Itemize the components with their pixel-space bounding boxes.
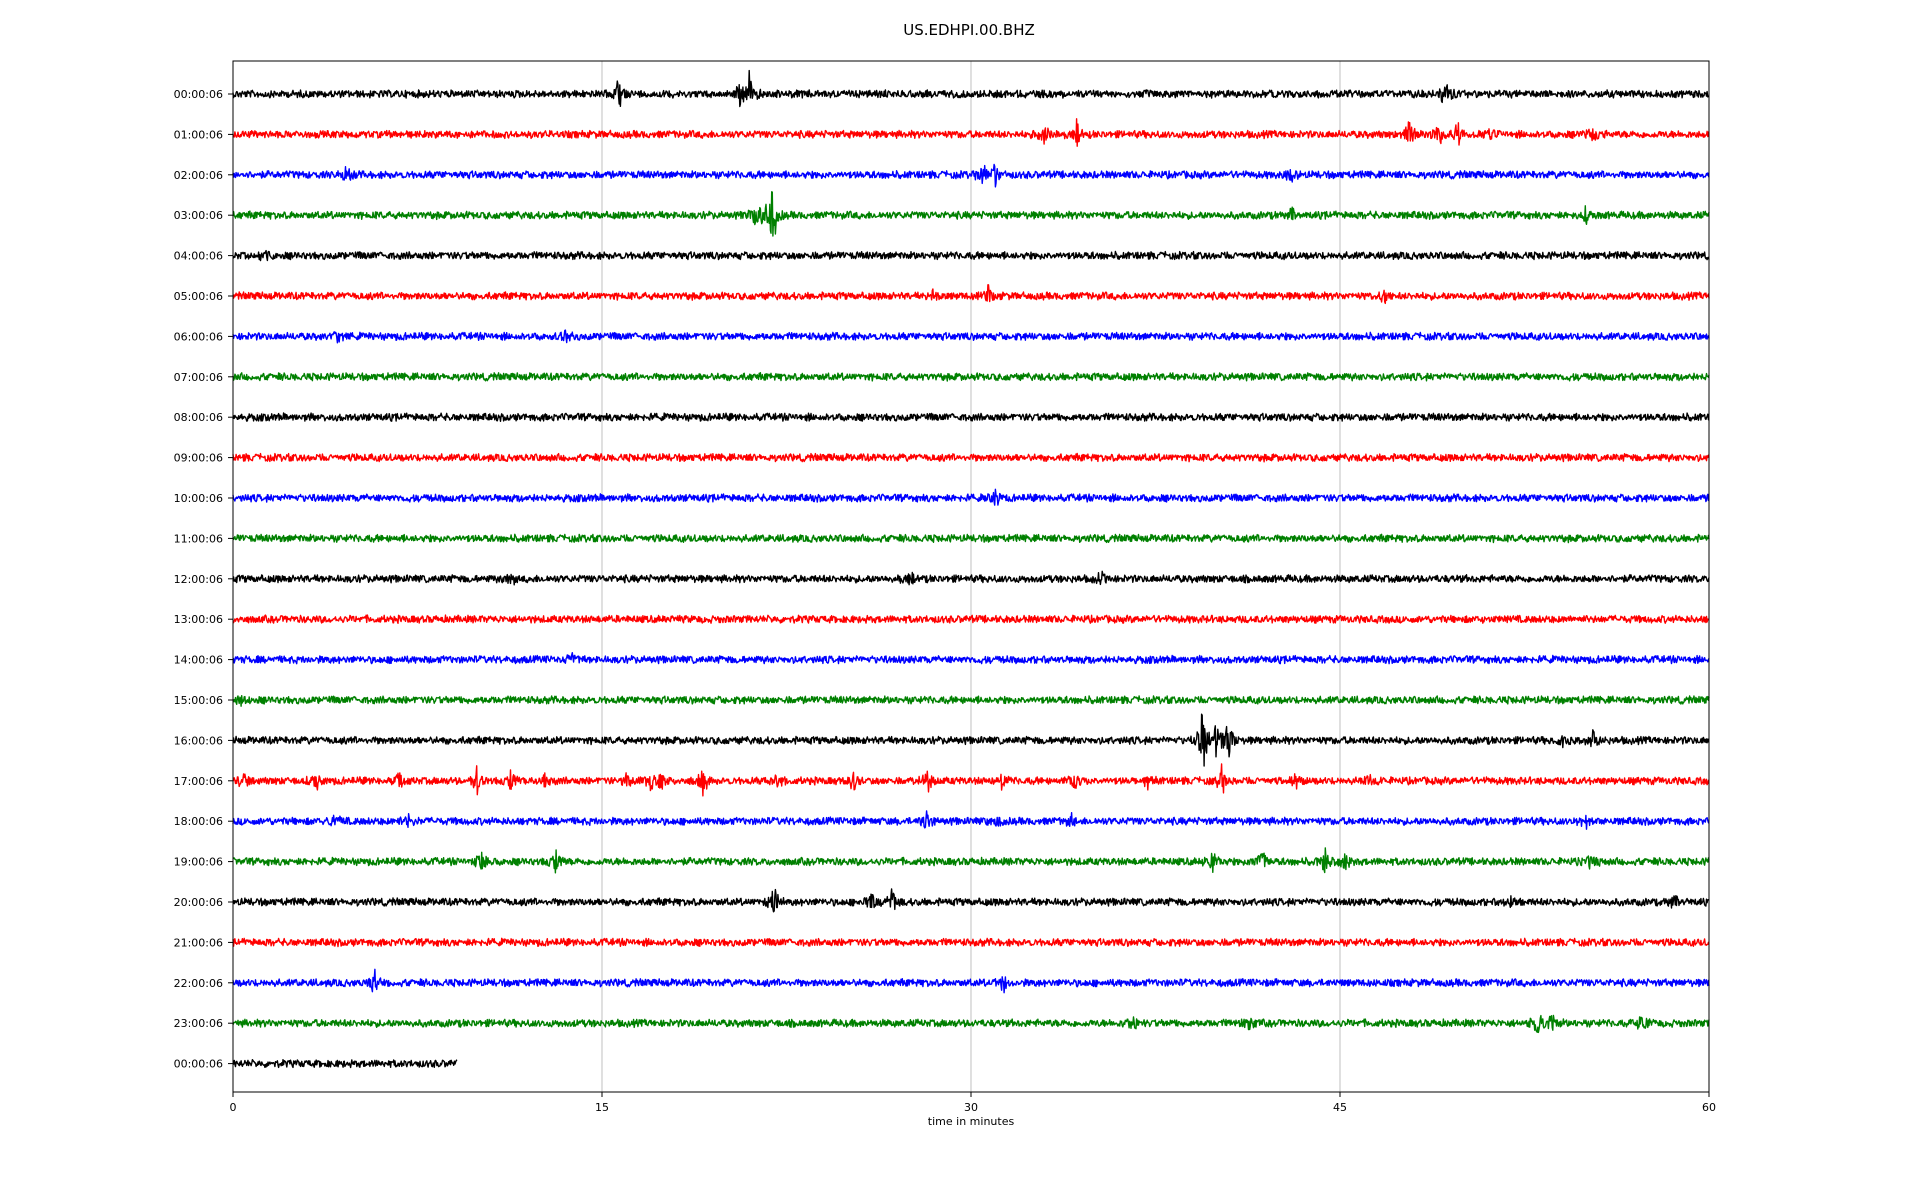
trace-line: [232, 937, 1710, 948]
chart-title: US.EDHPI.00.BHZ: [903, 21, 1035, 39]
trace-line: [232, 533, 1710, 544]
trace-line: [232, 652, 1710, 665]
trace-line: [232, 118, 1710, 147]
row-time-label: 02:00:06: [174, 169, 223, 182]
trace-line: [232, 810, 1710, 830]
trace-line: [232, 1014, 1710, 1034]
row-time-label: 01:00:06: [174, 128, 223, 141]
row-time-label: 08:00:06: [174, 411, 223, 424]
row-time-label: 22:00:06: [174, 977, 223, 990]
row-time-label: 23:00:06: [174, 1017, 223, 1030]
row-time-label: 13:00:06: [174, 613, 223, 626]
trace-line: [232, 1059, 458, 1069]
trace-group: [232, 69, 1710, 1069]
row-time-label: 03:00:06: [174, 209, 223, 222]
row-time-label: 10:00:06: [174, 492, 223, 505]
row-time-label: 19:00:06: [174, 856, 223, 869]
trace-line: [232, 163, 1710, 188]
x-tick-label: 60: [1702, 1101, 1716, 1114]
trace-line: [232, 191, 1710, 237]
trace-line: [232, 488, 1710, 506]
trace-line: [232, 284, 1710, 305]
row-time-label: 05:00:06: [174, 290, 223, 303]
x-tick-label: 45: [1333, 1101, 1347, 1114]
row-time-label: 17:00:06: [174, 775, 223, 788]
row-labels: 00:00:06 01:00:06 02:00:06 03:00:06 04:00:06…: [174, 88, 233, 1071]
row-time-label: 07:00:06: [174, 371, 223, 384]
trace-line: [232, 713, 1710, 767]
trace-line: [232, 888, 1710, 913]
row-time-label: 09:00:06: [174, 452, 223, 465]
trace-line: [232, 570, 1710, 586]
x-tick-label: 0: [230, 1101, 237, 1114]
trace-line: [232, 695, 1710, 707]
row-time-label: 15:00:06: [174, 694, 223, 707]
trace-line: [232, 69, 1710, 108]
x-tick-label: 15: [595, 1101, 609, 1114]
row-time-label: 11:00:06: [174, 532, 223, 545]
row-time-label: 00:00:06: [174, 88, 223, 101]
x-axis: 0 15 30 45 60: [230, 1092, 1716, 1114]
trace-line: [232, 329, 1710, 344]
x-tick-label: 30: [964, 1101, 978, 1114]
row-time-label: 16:00:06: [174, 734, 223, 747]
trace-line: [232, 763, 1710, 797]
trace-line: [232, 614, 1710, 624]
trace-line: [232, 452, 1710, 463]
row-time-label: 00:00:06: [174, 1058, 223, 1071]
trace-line: [232, 372, 1710, 382]
trace-line: [232, 847, 1710, 874]
row-time-label: 18:00:06: [174, 815, 223, 828]
row-time-label: 14:00:06: [174, 654, 223, 667]
row-time-label: 04:00:06: [174, 250, 223, 263]
row-time-label: 06:00:06: [174, 330, 223, 343]
trace-line: [232, 968, 1710, 994]
x-axis-label: time in minutes: [928, 1115, 1015, 1128]
trace-line: [232, 249, 1710, 262]
trace-line: [232, 412, 1710, 422]
row-time-label: 21:00:06: [174, 936, 223, 949]
row-time-label: 20:00:06: [174, 896, 223, 909]
row-time-label: 12:00:06: [174, 573, 223, 586]
